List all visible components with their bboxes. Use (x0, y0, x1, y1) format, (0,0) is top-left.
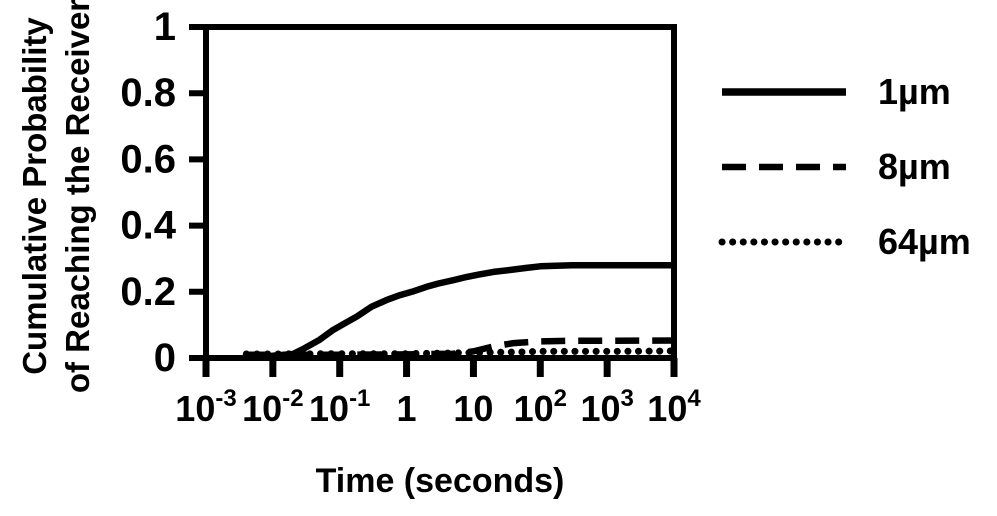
series-line-1µm (252, 262, 674, 360)
x-tick-label: 1 (397, 388, 417, 429)
y-tick-label: 0.6 (120, 137, 176, 181)
y-axis-title-line1: Cumulative Probability (16, 17, 53, 375)
legend-label: 8µm (878, 146, 951, 187)
series-line-64µm (242, 347, 678, 358)
legend-label: 64µm (878, 221, 971, 262)
y-tick-label: 0.8 (120, 71, 176, 115)
y-axis-title: Cumulative Probability of Reaching the R… (13, 0, 99, 393)
legend-swatch-dotted-icon (718, 238, 850, 246)
y-tick-label: 0.2 (120, 270, 176, 314)
x-tick-label: 103 (580, 385, 633, 429)
y-tick-label: 0.4 (120, 204, 176, 248)
legend-item: 8µm (718, 145, 951, 189)
x-tick-label: 10-1 (309, 385, 370, 429)
x-tick-label: 10 (453, 388, 493, 429)
x-tick-label: 102 (514, 385, 567, 429)
legend-label: 1µm (878, 71, 951, 112)
plot-border (203, 24, 677, 361)
y-tick-label: 1 (154, 5, 176, 49)
y-axis-title-line2: of Reaching the Receiver (59, 0, 96, 394)
y-tick-label: 0 (154, 336, 176, 380)
legend-swatch-solid-icon (722, 88, 846, 96)
x-axis-title: Time (seconds) (315, 462, 565, 500)
legend-item: 1µm (718, 70, 951, 114)
legend-swatch-dashed-icon (722, 163, 846, 171)
x-tick-label: 104 (647, 385, 701, 429)
legend-item: 64µm (718, 220, 971, 264)
x-tick-label: 10-2 (242, 385, 303, 429)
x-tick-label: 10-3 (175, 385, 236, 429)
